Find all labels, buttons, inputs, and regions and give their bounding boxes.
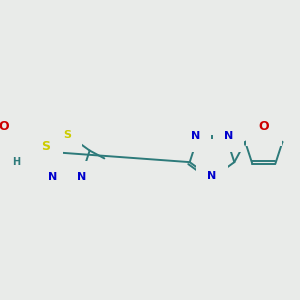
Text: H: H bbox=[13, 157, 21, 167]
Text: S: S bbox=[63, 130, 71, 140]
Text: N: N bbox=[48, 172, 57, 182]
Text: O: O bbox=[0, 120, 9, 133]
Text: N: N bbox=[207, 171, 217, 182]
Text: N: N bbox=[11, 147, 21, 160]
Text: S: S bbox=[41, 140, 50, 153]
Text: N: N bbox=[224, 131, 233, 141]
Text: N: N bbox=[77, 172, 87, 182]
Text: O: O bbox=[259, 120, 269, 133]
Text: N: N bbox=[191, 131, 200, 141]
